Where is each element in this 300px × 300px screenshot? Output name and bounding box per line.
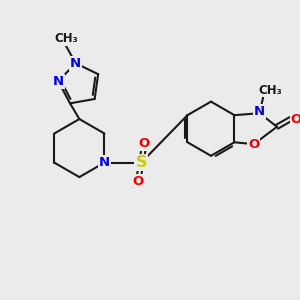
Text: CH₃: CH₃	[258, 83, 282, 97]
Text: N: N	[99, 156, 110, 169]
Text: N: N	[254, 105, 265, 118]
Text: O: O	[133, 176, 144, 188]
Text: CH₃: CH₃	[54, 32, 78, 45]
Text: O: O	[248, 138, 260, 151]
Text: O: O	[139, 137, 150, 150]
Text: N: N	[53, 75, 64, 88]
Text: O: O	[291, 112, 300, 125]
Text: S: S	[136, 155, 147, 170]
Text: N: N	[70, 57, 81, 70]
